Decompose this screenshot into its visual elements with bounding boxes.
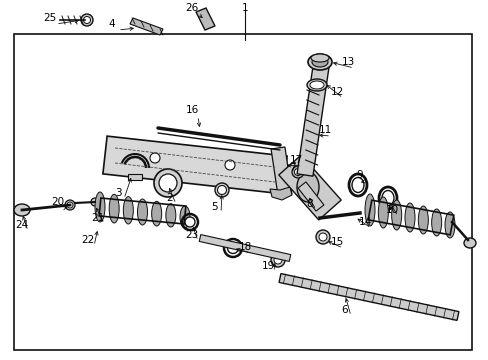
Ellipse shape — [95, 192, 105, 222]
Text: 7: 7 — [288, 163, 295, 173]
Text: 6: 6 — [341, 305, 347, 315]
Bar — [14, 34, 471, 350]
Ellipse shape — [318, 233, 326, 241]
Ellipse shape — [123, 197, 133, 224]
Ellipse shape — [364, 194, 374, 226]
Ellipse shape — [151, 201, 162, 226]
Ellipse shape — [270, 253, 285, 267]
Ellipse shape — [184, 217, 195, 227]
Ellipse shape — [351, 177, 363, 193]
Text: 3: 3 — [115, 188, 121, 198]
Polygon shape — [298, 182, 323, 211]
Ellipse shape — [180, 206, 190, 228]
Ellipse shape — [14, 204, 30, 216]
Ellipse shape — [315, 230, 329, 244]
Polygon shape — [128, 174, 142, 180]
Text: 17: 17 — [289, 155, 302, 165]
Ellipse shape — [378, 197, 387, 228]
Text: 4: 4 — [108, 19, 115, 29]
Text: 2: 2 — [166, 193, 173, 203]
Ellipse shape — [391, 200, 401, 230]
Polygon shape — [196, 8, 215, 30]
Ellipse shape — [309, 81, 324, 89]
Ellipse shape — [404, 203, 414, 232]
Ellipse shape — [91, 198, 99, 206]
Polygon shape — [297, 59, 329, 176]
Ellipse shape — [154, 169, 182, 197]
Ellipse shape — [165, 204, 176, 227]
Ellipse shape — [67, 202, 73, 208]
Polygon shape — [102, 136, 286, 194]
Text: 11: 11 — [318, 125, 331, 135]
Ellipse shape — [273, 256, 282, 264]
Ellipse shape — [217, 185, 226, 194]
Ellipse shape — [311, 57, 327, 67]
Text: 24: 24 — [15, 220, 29, 230]
Ellipse shape — [224, 160, 235, 170]
Text: 13: 13 — [341, 57, 354, 67]
Ellipse shape — [215, 183, 228, 197]
Text: 5: 5 — [211, 202, 218, 212]
Ellipse shape — [83, 17, 90, 23]
Text: 16: 16 — [185, 105, 198, 115]
Ellipse shape — [109, 194, 119, 223]
Ellipse shape — [65, 200, 75, 210]
Text: 19: 19 — [261, 261, 274, 271]
Ellipse shape — [291, 166, 304, 178]
Text: 8: 8 — [306, 199, 313, 209]
Text: 23: 23 — [185, 230, 198, 240]
Text: 15: 15 — [330, 237, 343, 247]
Text: 14: 14 — [358, 217, 371, 227]
Ellipse shape — [381, 190, 393, 206]
Text: 26: 26 — [185, 3, 198, 13]
Ellipse shape — [310, 54, 328, 62]
Polygon shape — [279, 274, 458, 320]
Ellipse shape — [294, 168, 301, 175]
Ellipse shape — [307, 54, 331, 70]
Text: 20: 20 — [51, 197, 64, 207]
Ellipse shape — [150, 153, 160, 163]
Polygon shape — [199, 235, 290, 261]
Text: 9: 9 — [356, 170, 363, 180]
Ellipse shape — [227, 243, 238, 253]
Ellipse shape — [463, 238, 475, 248]
Polygon shape — [269, 187, 291, 200]
Polygon shape — [130, 18, 163, 35]
Ellipse shape — [81, 14, 93, 26]
Text: 22: 22 — [81, 235, 95, 245]
Ellipse shape — [444, 212, 454, 238]
Polygon shape — [278, 155, 341, 220]
Ellipse shape — [137, 199, 147, 225]
Ellipse shape — [431, 209, 441, 236]
Text: 25: 25 — [43, 13, 57, 23]
Polygon shape — [270, 147, 291, 196]
Text: 10: 10 — [385, 205, 398, 215]
Text: 12: 12 — [330, 87, 343, 97]
Text: 18: 18 — [238, 242, 251, 252]
Ellipse shape — [417, 206, 427, 234]
Text: 21: 21 — [91, 213, 104, 223]
Ellipse shape — [306, 79, 326, 91]
Ellipse shape — [159, 174, 177, 192]
Ellipse shape — [296, 172, 318, 202]
Text: 1: 1 — [241, 3, 248, 13]
